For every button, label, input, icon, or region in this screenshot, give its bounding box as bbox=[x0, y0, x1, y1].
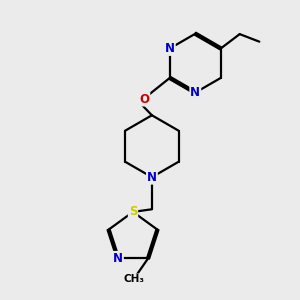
Text: N: N bbox=[147, 171, 157, 184]
Text: N: N bbox=[113, 252, 123, 265]
Text: N: N bbox=[190, 86, 200, 99]
Text: CH₃: CH₃ bbox=[123, 274, 144, 284]
Text: S: S bbox=[129, 206, 137, 218]
Text: N: N bbox=[165, 42, 175, 55]
Text: O: O bbox=[139, 92, 149, 106]
